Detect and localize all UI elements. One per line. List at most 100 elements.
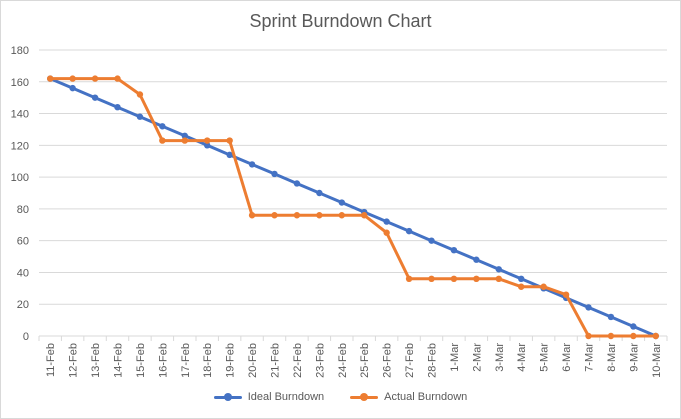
data-point-actual-9-Mar bbox=[630, 332, 637, 340]
data-point-actual-25-Feb bbox=[361, 212, 368, 219]
data-point-ideal-22-Feb bbox=[293, 180, 301, 187]
data-point-ideal-14-Feb bbox=[114, 104, 121, 111]
data-point-actual-13-Feb bbox=[91, 75, 99, 82]
data-point-actual-15-Feb bbox=[136, 91, 144, 98]
x-tick-label-9-Mar: 9-Mar bbox=[628, 343, 640, 372]
x-tick-label-24-Feb: 24-Feb bbox=[337, 343, 349, 378]
data-point-actual-19-Feb bbox=[226, 137, 233, 144]
y-tick-label-100: 100 bbox=[11, 172, 29, 184]
data-point-ideal-24-Feb bbox=[338, 199, 345, 206]
data-point-actual-2-Mar bbox=[473, 275, 480, 282]
legend-label-actual: Actual Burndown bbox=[384, 391, 468, 403]
x-tick-label-14-Feb: 14-Feb bbox=[113, 343, 125, 378]
series-line-actual bbox=[48, 77, 658, 338]
x-tick-label-6-Mar: 6-Mar bbox=[561, 343, 573, 372]
legend-swatch-actual bbox=[350, 392, 379, 401]
x-tick-label-22-Feb: 22-Feb bbox=[292, 343, 304, 378]
y-tick-label-60: 60 bbox=[17, 236, 29, 248]
data-point-ideal-27-Feb bbox=[405, 227, 413, 235]
y-tick-label-120: 120 bbox=[11, 140, 29, 152]
chart-legend: Ideal Burndown Actual Burndown bbox=[1, 391, 680, 403]
data-point-actual-24-Feb bbox=[338, 212, 345, 219]
data-point-actual-8-Mar bbox=[607, 332, 615, 340]
data-point-actual-6-Mar bbox=[562, 291, 570, 298]
x-tick-label-4-Mar: 4-Mar bbox=[516, 343, 528, 372]
data-point-actual-21-Feb bbox=[271, 212, 278, 219]
data-point-actual-28-Feb bbox=[428, 275, 435, 282]
y-tick-label-140: 140 bbox=[11, 109, 29, 121]
x-tick-label-21-Feb: 21-Feb bbox=[270, 343, 282, 378]
x-tick-label-18-Feb: 18-Feb bbox=[202, 343, 214, 378]
legend-label-ideal: Ideal Burndown bbox=[247, 391, 325, 403]
data-point-ideal-9-Mar bbox=[630, 323, 637, 330]
data-point-actual-4-Mar bbox=[518, 283, 525, 290]
x-tick-label-25-Feb: 25-Feb bbox=[359, 343, 371, 378]
x-tick-label-1-Mar: 1-Mar bbox=[449, 343, 461, 372]
x-tick-label-8-Mar: 8-Mar bbox=[606, 343, 618, 372]
data-point-ideal-17-Feb bbox=[181, 132, 188, 139]
x-tick-label-17-Feb: 17-Feb bbox=[180, 343, 192, 378]
data-point-ideal-21-Feb bbox=[271, 170, 278, 178]
y-tick-label-160: 160 bbox=[11, 77, 29, 89]
y-tick-label-0: 0 bbox=[23, 331, 29, 343]
x-tick-label-16-Feb: 16-Feb bbox=[157, 343, 169, 378]
legend-entry-ideal: Ideal Burndown bbox=[213, 391, 325, 403]
data-point-ideal-15-Feb bbox=[136, 113, 144, 120]
data-point-actual-7-Mar bbox=[585, 332, 592, 340]
data-point-ideal-20-Feb bbox=[248, 161, 256, 168]
data-point-actual-14-Feb bbox=[114, 75, 121, 82]
data-point-ideal-7-Mar bbox=[585, 304, 592, 311]
x-tick-label-23-Feb: 23-Feb bbox=[314, 343, 326, 378]
x-tick-label-10-Mar: 10-Mar bbox=[651, 343, 663, 378]
x-tick-label-3-Mar: 3-Mar bbox=[494, 343, 506, 372]
x-tick-label-12-Feb: 12-Feb bbox=[68, 343, 80, 378]
data-point-actual-1-Mar bbox=[450, 275, 458, 282]
y-tick-label-80: 80 bbox=[17, 204, 29, 216]
data-point-actual-11-Feb bbox=[47, 75, 54, 82]
data-point-actual-12-Feb bbox=[69, 75, 76, 82]
x-tick-label-15-Feb: 15-Feb bbox=[135, 343, 147, 378]
data-point-actual-20-Feb bbox=[248, 212, 256, 219]
data-point-ideal-16-Feb bbox=[159, 123, 166, 130]
x-tick-label-13-Feb: 13-Feb bbox=[90, 343, 102, 378]
data-point-actual-23-Feb bbox=[316, 212, 323, 219]
x-tick-label-26-Feb: 26-Feb bbox=[382, 343, 394, 378]
data-point-ideal-3-Mar bbox=[495, 266, 502, 273]
data-point-ideal-4-Mar bbox=[518, 275, 525, 282]
data-point-actual-26-Feb bbox=[383, 229, 390, 236]
data-point-ideal-28-Feb bbox=[428, 237, 435, 244]
data-point-actual-27-Feb bbox=[405, 275, 413, 282]
data-point-ideal-19-Feb bbox=[226, 151, 233, 159]
data-point-ideal-12-Feb bbox=[69, 84, 76, 92]
x-tick-label-28-Feb: 28-Feb bbox=[427, 343, 439, 378]
data-point-ideal-23-Feb bbox=[316, 189, 323, 197]
series-line-ideal bbox=[48, 77, 658, 338]
data-point-actual-5-Mar bbox=[540, 283, 547, 290]
data-point-actual-16-Feb bbox=[159, 137, 166, 144]
x-tick-label-20-Feb: 20-Feb bbox=[247, 343, 259, 378]
y-tick-label-20: 20 bbox=[17, 299, 29, 311]
y-tick-label-180: 180 bbox=[11, 45, 29, 57]
data-point-ideal-26-Feb bbox=[383, 218, 390, 225]
legend-swatch-ideal bbox=[213, 392, 242, 401]
y-tick-label-40: 40 bbox=[17, 267, 29, 279]
x-tick-label-7-Mar: 7-Mar bbox=[584, 343, 596, 372]
x-tick-label-2-Mar: 2-Mar bbox=[471, 343, 483, 372]
data-point-actual-10-Mar bbox=[652, 332, 659, 340]
data-point-actual-3-Mar bbox=[495, 275, 502, 282]
data-point-ideal-8-Mar bbox=[607, 313, 615, 321]
legend-entry-actual: Actual Burndown bbox=[350, 391, 467, 403]
data-point-ideal-18-Feb bbox=[204, 142, 211, 149]
data-point-actual-17-Feb bbox=[181, 137, 188, 144]
x-tick-label-11-Feb: 11-Feb bbox=[45, 343, 57, 377]
x-tick-label-5-Mar: 5-Mar bbox=[539, 343, 551, 372]
x-tick-label-19-Feb: 19-Feb bbox=[225, 343, 237, 378]
data-point-ideal-1-Mar bbox=[450, 247, 458, 254]
chart-title: Sprint Burndown Chart bbox=[249, 11, 432, 31]
data-point-ideal-13-Feb bbox=[91, 94, 99, 101]
x-tick-label-27-Feb: 27-Feb bbox=[404, 343, 416, 378]
data-point-ideal-2-Mar bbox=[473, 256, 480, 263]
data-point-actual-22-Feb bbox=[293, 212, 301, 219]
